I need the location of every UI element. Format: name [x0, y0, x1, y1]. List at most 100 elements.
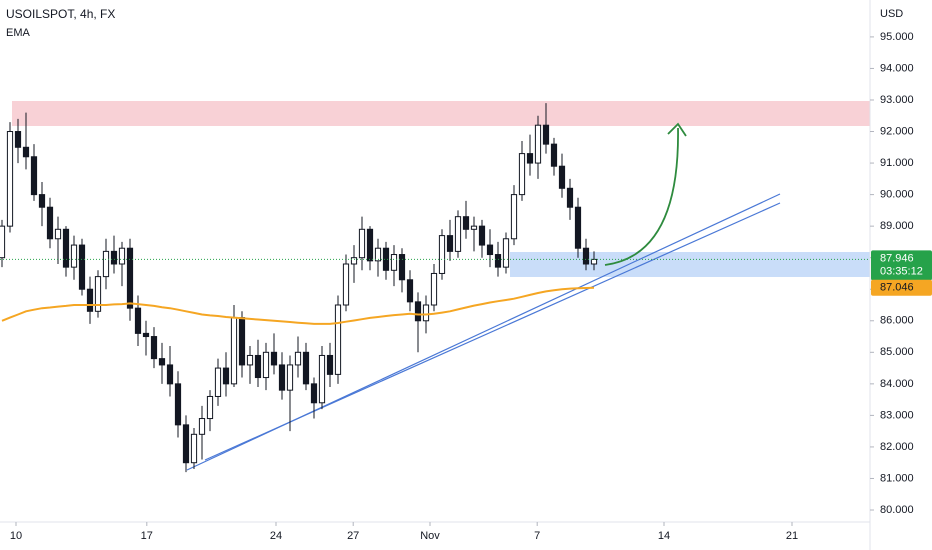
ema-price-box: [871, 279, 932, 296]
y-tick-label: 94.000: [880, 62, 914, 74]
candle-body: [310, 383, 318, 404]
candle-body: [158, 358, 166, 366]
x-tick-label: 17: [141, 530, 153, 542]
candle-body: [302, 351, 310, 385]
candle-body: [462, 216, 470, 230]
candle-body: [510, 194, 518, 240]
candle-body: [382, 247, 390, 271]
candle-body: [334, 304, 342, 375]
candle-body: [246, 354, 254, 366]
candle-body: [342, 263, 350, 306]
candle-body: [94, 276, 102, 312]
candle-body: [406, 279, 414, 303]
candle-body: [0, 225, 6, 259]
candle-body: [278, 364, 286, 391]
candle-body: [198, 418, 206, 435]
candle-body: [422, 304, 430, 322]
candle-body: [38, 194, 46, 208]
support-zone: [510, 252, 870, 277]
candle-body: [86, 288, 94, 312]
candle-body: [142, 332, 150, 338]
candle-body: [534, 124, 542, 164]
candle-body: [574, 206, 582, 249]
candle-body: [430, 272, 438, 306]
candle-body: [470, 225, 478, 230]
candle-body: [166, 364, 174, 385]
candle-body: [366, 228, 374, 262]
candle-body: [390, 254, 398, 271]
candle-body: [30, 156, 38, 196]
x-tick-label: Nov: [420, 530, 440, 542]
x-tick-label: 24: [270, 530, 282, 542]
projection-arrow: [604, 127, 679, 266]
candle-body: [70, 244, 78, 268]
candle-body: [134, 307, 142, 334]
y-tick-label: 80.000: [880, 504, 914, 516]
last-price-label: 87.946: [880, 252, 914, 264]
countdown-label: 03:35:12: [880, 265, 923, 277]
candle-body: [374, 247, 382, 262]
resistance-zone: [12, 101, 870, 126]
candle-body: [582, 247, 590, 265]
arrow-head: [667, 122, 687, 137]
candle-body: [102, 250, 110, 278]
y-tick-label: 95.000: [880, 31, 914, 43]
candle-body: [78, 244, 86, 290]
candle-body: [566, 187, 574, 208]
y-tick-label: 83.000: [880, 409, 914, 421]
candle-body: [550, 143, 558, 167]
candle-body: [6, 131, 14, 227]
candle-body: [294, 351, 302, 366]
indicator-label: EMA: [6, 27, 31, 39]
candle-body: [438, 235, 446, 274]
candle-body: [222, 367, 230, 385]
y-tick-label: 91.000: [880, 157, 914, 169]
candle-body: [118, 247, 126, 265]
candle-body: [486, 244, 494, 256]
y-tick-label: 92.000: [880, 125, 914, 137]
ema-price-label: 87.046: [880, 282, 914, 294]
x-tick-label: 10: [10, 530, 22, 542]
candle-body: [230, 317, 238, 385]
candle-body: [414, 301, 422, 322]
symbol-title: USOILSPOT, 4h, FX: [6, 7, 115, 21]
candle-body: [590, 258, 598, 265]
y-tick-label: 90.000: [880, 189, 914, 201]
y-tick-label: 81.000: [880, 472, 914, 484]
candle-body: [350, 257, 358, 265]
ema-line: [1, 286, 595, 325]
candle-body: [46, 206, 54, 240]
candle-body: [454, 216, 462, 252]
last-price-box: [871, 250, 932, 281]
candle-body: [206, 395, 214, 420]
candle-body: [238, 317, 246, 366]
plot-area: [0, 103, 598, 473]
candle-body: [126, 247, 134, 309]
candle-body: [62, 228, 70, 268]
candle-body: [526, 153, 534, 164]
candle-body: [398, 254, 406, 281]
y-tick-label: 89.000: [880, 220, 914, 232]
y-tick-label: 85.000: [880, 346, 914, 358]
candle-body: [22, 146, 30, 158]
candle-body: [254, 354, 262, 379]
candle-body: [214, 367, 222, 397]
y-tick-label: 93.000: [880, 94, 914, 106]
candle-body: [318, 354, 326, 404]
x-tick-label: 21: [786, 530, 798, 542]
candle-body: [286, 364, 294, 391]
currency-label: USD: [880, 8, 903, 20]
candle-body: [54, 228, 62, 240]
candle-body: [478, 225, 486, 246]
candle-body: [262, 351, 270, 379]
y-tick-label: 82.000: [880, 441, 914, 453]
candle-body: [446, 235, 454, 252]
y-tick-label: 86.000: [880, 315, 914, 327]
candle-body: [358, 228, 366, 259]
candle-body: [150, 336, 158, 360]
candle-body: [558, 165, 566, 189]
candle-body: [182, 424, 190, 464]
candle-body: [270, 351, 278, 366]
x-tick-label: 14: [658, 530, 670, 542]
